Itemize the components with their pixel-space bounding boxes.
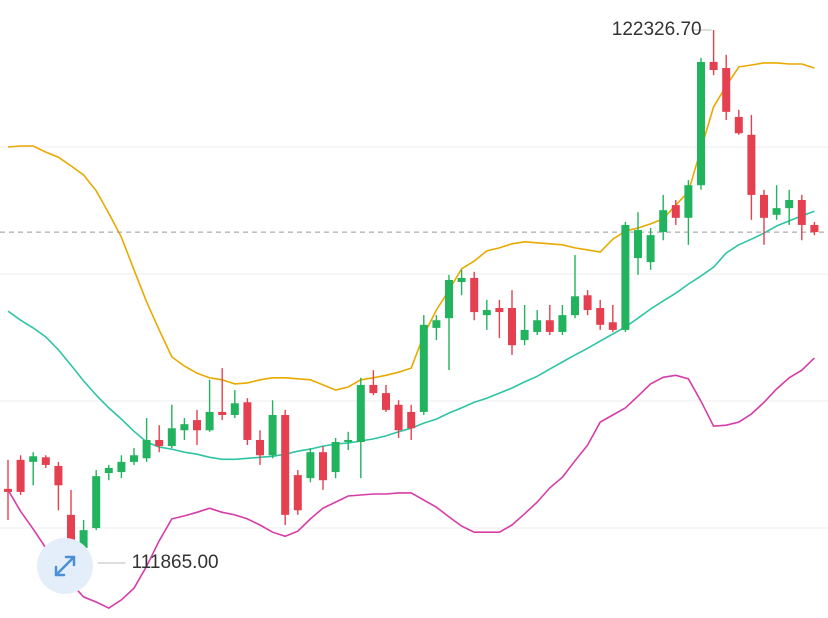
candle-body [508, 308, 516, 346]
candle-body [419, 324, 428, 412]
candle-body [180, 424, 189, 431]
candle-body [772, 208, 781, 215]
candle-body [634, 230, 642, 259]
annotation-label: 122326.70 [612, 19, 702, 40]
candle-body [583, 295, 592, 311]
expand-icon[interactable] [54, 555, 76, 577]
candle-body [331, 441, 340, 473]
candle-body [142, 439, 151, 459]
candle-body [369, 384, 378, 394]
candle-body [117, 461, 126, 473]
candle-body [558, 315, 567, 332]
candle-body [470, 277, 479, 313]
candle-body [382, 393, 390, 410]
candle-body [608, 322, 617, 330]
candle-body [709, 61, 718, 71]
candle-body [306, 452, 315, 479]
candle-body [659, 210, 668, 233]
candle-body [445, 279, 453, 319]
candle-body [407, 411, 416, 429]
candle-body [344, 439, 353, 442]
candle-body [268, 414, 277, 456]
candle-body [533, 320, 542, 332]
candle-body [482, 310, 491, 316]
candle-body [193, 420, 201, 431]
candle-body [785, 199, 794, 209]
candle-body [29, 456, 38, 462]
candle-body [760, 194, 768, 218]
candle-body [810, 224, 819, 233]
candle-body [41, 457, 50, 465]
candle-body [747, 134, 756, 195]
candle-body [79, 530, 88, 548]
candle-body [545, 320, 554, 332]
candle-body [167, 428, 176, 447]
candle-body [797, 199, 806, 225]
candle-body [495, 308, 504, 313]
band-line [7, 357, 815, 610]
candle-body [54, 465, 63, 486]
candle-body [205, 411, 214, 431]
candle-body [520, 329, 529, 341]
candle-body [67, 514, 75, 548]
candle-body [671, 205, 680, 218]
candle-body [394, 404, 403, 431]
candle-body [432, 320, 441, 328]
candle-body [684, 185, 693, 218]
candle-body [457, 277, 466, 283]
expand-button[interactable] [37, 538, 93, 594]
candle-body [621, 224, 630, 330]
candle-body [571, 296, 579, 316]
candle-body [4, 488, 12, 492]
candle-body [319, 452, 327, 481]
candle-body [155, 439, 164, 447]
candle-body [356, 384, 365, 442]
band-line [7, 62, 815, 391]
candle-body [596, 308, 605, 325]
candle-body [230, 403, 239, 415]
candle-body [218, 411, 227, 415]
candle-body [734, 116, 743, 134]
candle-body [104, 467, 113, 474]
candle-body [697, 61, 705, 186]
candle-body [256, 439, 264, 456]
candle-body [130, 455, 138, 462]
plot-area: 122326.70 111865.00 [0, 19, 828, 610]
candle-body [16, 459, 25, 492]
candle-body [646, 235, 655, 263]
candle-body [281, 414, 290, 515]
candle-body [92, 476, 101, 529]
candle-body [243, 402, 252, 440]
candle-body [293, 475, 302, 511]
background-grid [0, 146, 828, 529]
candle-body [722, 68, 731, 112]
annotation-label: 111865.00 [132, 552, 219, 573]
